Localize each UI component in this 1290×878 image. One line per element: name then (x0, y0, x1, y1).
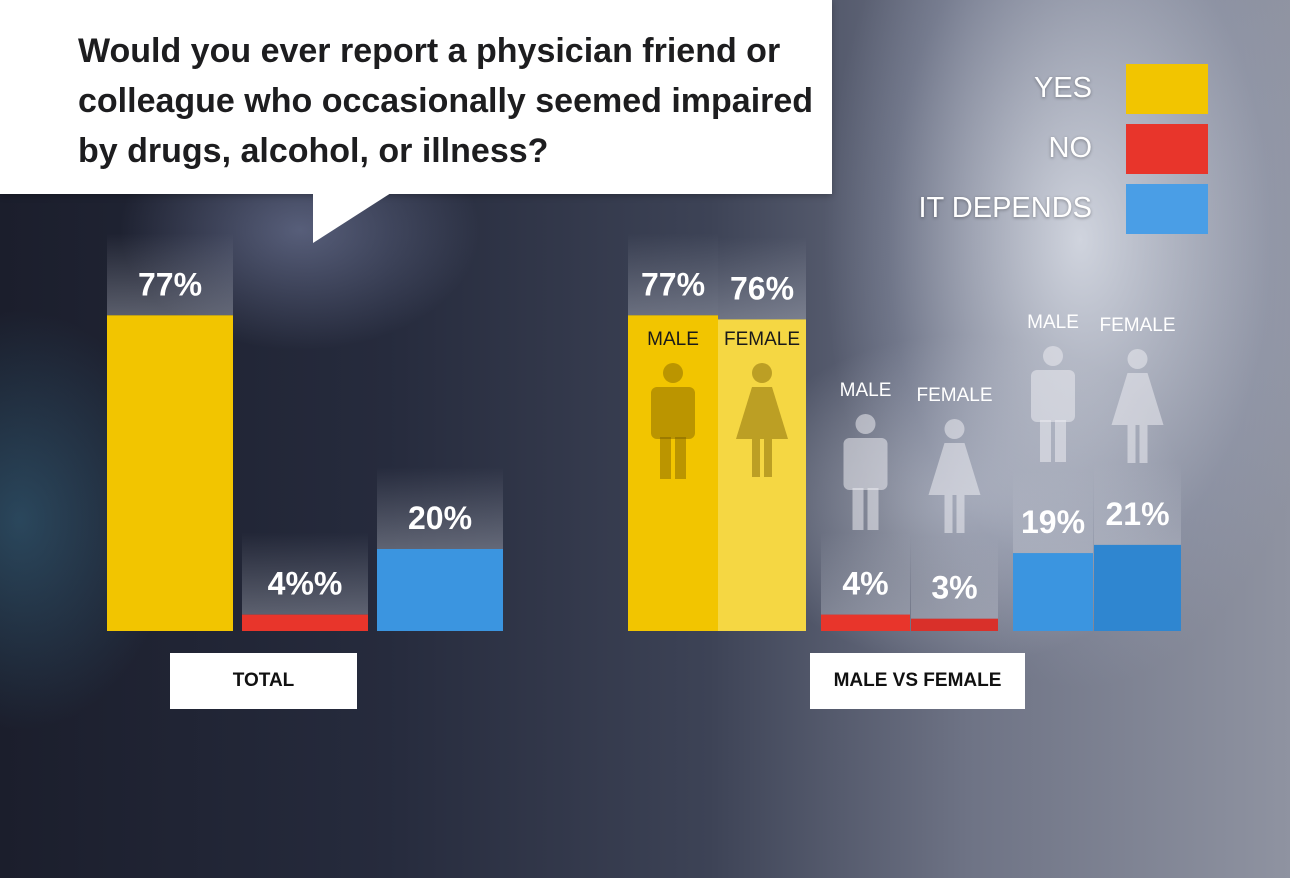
icon-head (1127, 349, 1148, 369)
icon-leg (675, 437, 686, 479)
male-person-icon (843, 414, 888, 530)
value-label: 76% (730, 270, 794, 306)
icon-head (855, 414, 876, 434)
icon-leg (852, 488, 864, 530)
bar (107, 315, 233, 631)
male-person-icon (1031, 346, 1075, 462)
bar (1013, 553, 1093, 631)
question-bubble: Would you ever report a physician friend… (0, 0, 832, 194)
label-backdrop (377, 467, 503, 549)
icon-head (752, 363, 772, 383)
question-title: Would you ever report a physician friend… (78, 32, 814, 170)
legend-label: NO (1048, 132, 1093, 164)
icon-dress (928, 443, 981, 495)
bar (628, 315, 718, 631)
label-backdrop (107, 233, 233, 316)
legend-item-no: NO (880, 122, 1210, 182)
bar (377, 549, 503, 631)
icon-head (1043, 346, 1063, 366)
label-backdrop (1013, 471, 1093, 554)
icon-body (651, 387, 695, 439)
value-label: 19% (1021, 504, 1085, 540)
legend-swatch-no (1126, 124, 1208, 174)
label-backdrop (821, 532, 910, 615)
label-backdrop (1094, 462, 1181, 545)
gender-label: FEMALE (724, 329, 800, 350)
female-person-icon (928, 419, 981, 533)
icon-leg (660, 437, 671, 479)
icon-dress (736, 387, 788, 439)
icon-leg (1127, 425, 1136, 463)
male-person-icon (651, 363, 695, 479)
gender-label: MALE (840, 380, 892, 401)
bar (911, 618, 998, 631)
value-label: 3% (931, 570, 977, 606)
icon-leg (944, 495, 953, 533)
bar (718, 319, 806, 631)
male-vs-female-bars: 77% MALE 76% FEMALE 4% MALE 3% FEMALE 19% MALE 21%… (628, 233, 1181, 631)
legend-swatch-it-depends (1126, 184, 1208, 234)
icon-dress (1111, 373, 1164, 425)
legend-item-yes: YES (880, 62, 1210, 122)
icon-leg (1040, 420, 1051, 462)
icon-body (1031, 370, 1075, 422)
value-label: 77% (641, 266, 705, 302)
female-person-icon (1111, 349, 1164, 463)
male-vs-female-caption: MALE VS FEMALE (810, 653, 1025, 709)
label-backdrop (718, 237, 806, 320)
total-caption: TOTAL (170, 653, 357, 709)
value-label: 77% (138, 266, 202, 302)
value-label: 21% (1105, 496, 1169, 532)
icon-leg (1139, 425, 1148, 463)
value-label: 4% (842, 566, 888, 602)
legend: YES NO IT DEPENDS (880, 62, 1210, 242)
icon-leg (752, 439, 760, 477)
icon-head (944, 419, 965, 439)
value-label: 4%% (268, 566, 343, 602)
legend-label: IT DEPENDS (918, 192, 1092, 224)
bar (1094, 544, 1181, 631)
bar (821, 614, 910, 631)
icon-leg (867, 488, 879, 530)
label-backdrop (242, 532, 368, 615)
bar (242, 614, 368, 631)
label-backdrop (911, 536, 998, 619)
icon-head (663, 363, 683, 383)
bubble-tail (313, 193, 391, 243)
legend-item-it-depends: IT DEPENDS (880, 182, 1210, 242)
gender-label: MALE (647, 329, 699, 350)
icon-leg (764, 439, 772, 477)
gender-label: MALE (1027, 312, 1079, 333)
icon-leg (1055, 420, 1066, 462)
gender-label: FEMALE (1099, 315, 1175, 336)
gender-label: FEMALE (916, 385, 992, 406)
female-person-icon (736, 363, 788, 477)
legend-label: YES (1033, 72, 1092, 104)
legend-swatch-yes (1126, 64, 1208, 114)
icon-leg (956, 495, 965, 533)
total-bars: 77% 4%% 20% (107, 233, 503, 631)
label-backdrop (628, 233, 718, 316)
value-label: 20% (408, 500, 472, 536)
icon-body (843, 438, 888, 490)
